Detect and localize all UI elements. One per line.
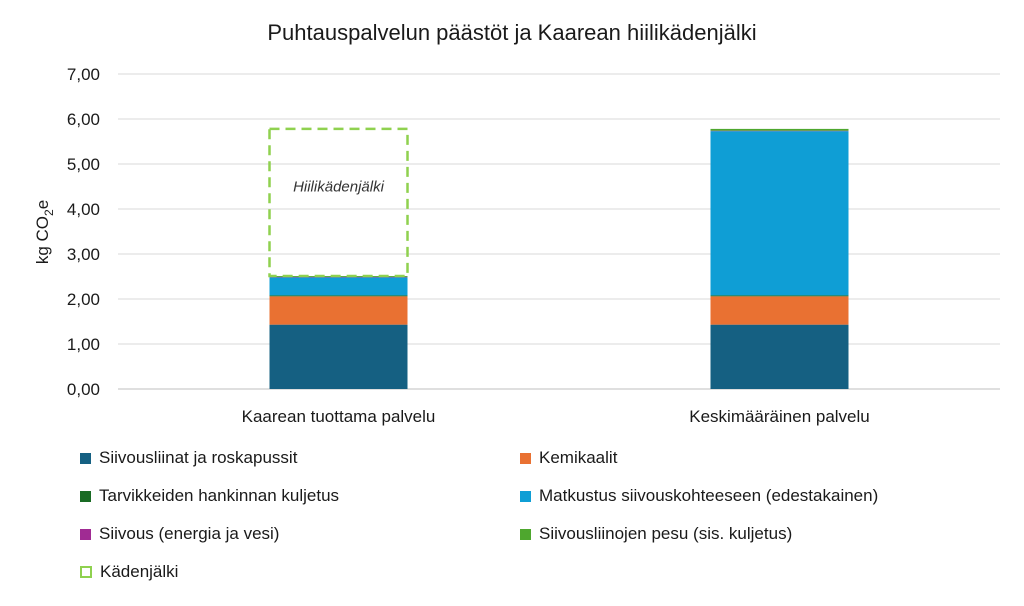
legend-swatch (520, 528, 531, 540)
legend-swatch (80, 452, 91, 464)
chart: Puhtauspalvelun päästöt ja Kaarean hiili… (33, 20, 1000, 426)
y-tick-label: 0,00 (67, 380, 100, 399)
footprint-label: Hiilikädenjälki (293, 179, 385, 196)
legend-swatch (80, 566, 92, 578)
legend-swatch (520, 490, 531, 502)
y-tick-label: 7,00 (67, 65, 100, 84)
y-tick-label: 5,00 (67, 155, 100, 174)
legend-label: Matkustus siivouskohteeseen (edestakaine… (539, 486, 879, 505)
y-tick-labels: 0,00 1,00 2,00 3,00 4,00 5,00 6,00 7,00 (67, 65, 100, 399)
legend-label: Siivousliinojen pesu (sis. kuljetus) (539, 524, 793, 543)
footprint-box (268, 127, 409, 278)
bar-segment (269, 296, 408, 325)
bar-segment (710, 324, 849, 389)
y-axis-label: kg CO2e (33, 200, 56, 264)
legend-label: Kemikaalit (539, 448, 618, 467)
legend-item: Siivousliinat ja roskapussit (80, 448, 297, 468)
category-labels: Kaarean tuottama palvelu Keskimääräinen p… (242, 407, 870, 426)
y-tick-label: 2,00 (67, 290, 100, 309)
y-tick-label: 4,00 (67, 200, 100, 219)
gridlines (118, 73, 1000, 390)
legend-item: Siivousliinojen pesu (sis. kuljetus) (520, 524, 792, 544)
legend-label: Siivousliinat ja roskapussit (99, 448, 298, 467)
category-label: Keskimääräinen palvelu (689, 407, 870, 426)
y-tick-label: 6,00 (67, 110, 100, 129)
legend-item: Kemikaalit (520, 448, 617, 468)
category-label: Kaarean tuottama palvelu (242, 407, 436, 426)
bar-segment (710, 131, 849, 296)
legend-swatch (80, 528, 91, 540)
legend-swatch (80, 490, 91, 502)
y-axis-label-sub: 2 (42, 209, 56, 216)
legend-item: Kädenjälki (80, 562, 178, 582)
legend-label: Tarvikkeiden hankinnan kuljetus (99, 486, 340, 505)
y-axis-label-main: kg CO (33, 216, 52, 264)
bars (269, 128, 849, 389)
bar-segment (269, 324, 408, 389)
bar-segment (269, 277, 408, 296)
legend-item: Siivous (energia ja vesi) (80, 524, 279, 544)
y-tick-label: 1,00 (67, 335, 100, 354)
legend-item: Tarvikkeiden hankinnan kuljetus (80, 486, 339, 506)
footprint-group: Hiilikädenjälki (268, 127, 409, 278)
legend-swatch (520, 452, 531, 464)
chart-title: Puhtauspalvelun päästöt ja Kaarean hiili… (267, 20, 756, 45)
bar-segment (269, 295, 408, 297)
bar-segment (710, 296, 849, 325)
bar-segment (710, 295, 849, 297)
legend-label: Kädenjälki (100, 562, 179, 581)
y-axis-label-tail: e (33, 200, 52, 209)
legend-item: Matkustus siivouskohteeseen (edestakaine… (520, 486, 878, 506)
bar-segment (710, 128, 849, 131)
y-tick-label: 3,00 (67, 245, 100, 264)
legend-label: Siivous (energia ja vesi) (99, 524, 280, 543)
